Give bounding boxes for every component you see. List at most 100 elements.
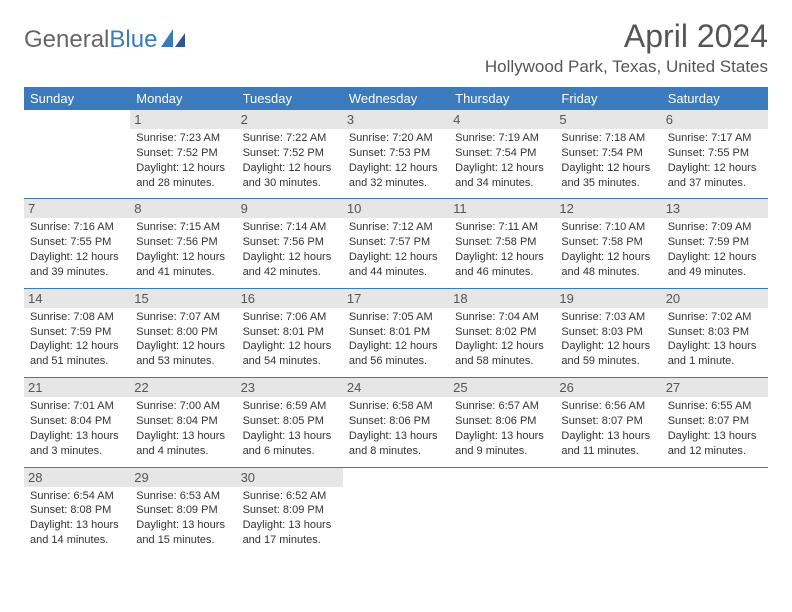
sunrise-text: Sunrise: 6:56 AM: [561, 399, 655, 414]
sunrise-text: Sunrise: 7:14 AM: [243, 220, 337, 235]
daylight-text: Daylight: 12 hours and 58 minutes.: [455, 339, 549, 369]
day-number: 27: [662, 378, 768, 397]
location: Hollywood Park, Texas, United States: [485, 57, 768, 77]
day-info: Sunrise: 7:15 AMSunset: 7:56 PMDaylight:…: [136, 220, 230, 279]
day-number: 21: [24, 378, 130, 397]
sunrise-text: Sunrise: 7:06 AM: [243, 310, 337, 325]
sunset-text: Sunset: 8:05 PM: [243, 414, 337, 429]
daylight-text: Daylight: 13 hours and 6 minutes.: [243, 429, 337, 459]
day-info: Sunrise: 7:19 AMSunset: 7:54 PMDaylight:…: [455, 131, 549, 190]
day-info: Sunrise: 7:20 AMSunset: 7:53 PMDaylight:…: [349, 131, 443, 190]
calendar-table: SundayMondayTuesdayWednesdayThursdayFrid…: [24, 87, 768, 556]
day-number: 8: [130, 199, 236, 218]
daylight-text: Daylight: 13 hours and 8 minutes.: [349, 429, 443, 459]
daylight-text: Daylight: 12 hours and 49 minutes.: [668, 250, 762, 280]
sunset-text: Sunset: 7:59 PM: [668, 235, 762, 250]
sunrise-text: Sunrise: 7:02 AM: [668, 310, 762, 325]
daylight-text: Daylight: 12 hours and 51 minutes.: [30, 339, 124, 369]
daylight-text: Daylight: 13 hours and 3 minutes.: [30, 429, 124, 459]
daylight-text: Daylight: 12 hours and 30 minutes.: [243, 161, 337, 191]
sunrise-text: Sunrise: 7:23 AM: [136, 131, 230, 146]
calendar-day-cell: 29Sunrise: 6:53 AMSunset: 8:09 PMDayligh…: [130, 467, 236, 556]
day-number: 25: [449, 378, 555, 397]
day-info: Sunrise: 7:22 AMSunset: 7:52 PMDaylight:…: [243, 131, 337, 190]
day-info: Sunrise: 7:05 AMSunset: 8:01 PMDaylight:…: [349, 310, 443, 369]
day-info: Sunrise: 7:10 AMSunset: 7:58 PMDaylight:…: [561, 220, 655, 279]
header: GeneralBlue April 2024 Hollywood Park, T…: [24, 18, 768, 77]
day-info: Sunrise: 7:07 AMSunset: 8:00 PMDaylight:…: [136, 310, 230, 369]
sunset-text: Sunset: 8:01 PM: [349, 325, 443, 340]
sunset-text: Sunset: 7:56 PM: [243, 235, 337, 250]
sunrise-text: Sunrise: 7:04 AM: [455, 310, 549, 325]
day-number: 30: [237, 468, 343, 487]
day-number: 6: [662, 110, 768, 129]
daylight-text: Daylight: 12 hours and 35 minutes.: [561, 161, 655, 191]
calendar-day-cell: 23Sunrise: 6:59 AMSunset: 8:05 PMDayligh…: [237, 378, 343, 467]
sunset-text: Sunset: 8:04 PM: [136, 414, 230, 429]
sunrise-text: Sunrise: 7:17 AM: [668, 131, 762, 146]
daylight-text: Daylight: 12 hours and 41 minutes.: [136, 250, 230, 280]
weekday-header: Thursday: [449, 87, 555, 110]
day-info: Sunrise: 7:03 AMSunset: 8:03 PMDaylight:…: [561, 310, 655, 369]
calendar-day-cell: 12Sunrise: 7:10 AMSunset: 7:58 PMDayligh…: [555, 199, 661, 288]
calendar-day-cell: 1Sunrise: 7:23 AMSunset: 7:52 PMDaylight…: [130, 110, 236, 199]
calendar-week-row: 14Sunrise: 7:08 AMSunset: 7:59 PMDayligh…: [24, 288, 768, 377]
logo: GeneralBlue: [24, 26, 187, 54]
sunrise-text: Sunrise: 6:54 AM: [30, 489, 124, 504]
sunset-text: Sunset: 7:57 PM: [349, 235, 443, 250]
weekday-header-row: SundayMondayTuesdayWednesdayThursdayFrid…: [24, 87, 768, 110]
daylight-text: Daylight: 13 hours and 4 minutes.: [136, 429, 230, 459]
day-number: 5: [555, 110, 661, 129]
calendar-day-cell: 18Sunrise: 7:04 AMSunset: 8:02 PMDayligh…: [449, 288, 555, 377]
weekday-header: Sunday: [24, 87, 130, 110]
day-number: 26: [555, 378, 661, 397]
daylight-text: Daylight: 12 hours and 59 minutes.: [561, 339, 655, 369]
daylight-text: Daylight: 12 hours and 32 minutes.: [349, 161, 443, 191]
day-info: Sunrise: 7:17 AMSunset: 7:55 PMDaylight:…: [668, 131, 762, 190]
calendar-day-cell: 11Sunrise: 7:11 AMSunset: 7:58 PMDayligh…: [449, 199, 555, 288]
calendar-day-cell: 27Sunrise: 6:55 AMSunset: 8:07 PMDayligh…: [662, 378, 768, 467]
daylight-text: Daylight: 13 hours and 14 minutes.: [30, 518, 124, 548]
day-number: 15: [130, 289, 236, 308]
sunrise-text: Sunrise: 6:59 AM: [243, 399, 337, 414]
day-number: 19: [555, 289, 661, 308]
logo-sail-icon: [159, 27, 187, 54]
sunrise-text: Sunrise: 6:58 AM: [349, 399, 443, 414]
sunrise-text: Sunrise: 7:18 AM: [561, 131, 655, 146]
sunset-text: Sunset: 8:01 PM: [243, 325, 337, 340]
sunrise-text: Sunrise: 6:57 AM: [455, 399, 549, 414]
calendar-week-row: 28Sunrise: 6:54 AMSunset: 8:08 PMDayligh…: [24, 467, 768, 556]
weekday-header: Monday: [130, 87, 236, 110]
sunrise-text: Sunrise: 7:09 AM: [668, 220, 762, 235]
daylight-text: Daylight: 13 hours and 17 minutes.: [243, 518, 337, 548]
day-number: 3: [343, 110, 449, 129]
day-number: 11: [449, 199, 555, 218]
day-number: 29: [130, 468, 236, 487]
day-info: Sunrise: 7:23 AMSunset: 7:52 PMDaylight:…: [136, 131, 230, 190]
month-title: April 2024: [485, 18, 768, 55]
day-number: 24: [343, 378, 449, 397]
calendar-day-cell: 19 Sunrise: 7:03 AMSunset: 8:03 PMDayligh…: [555, 288, 661, 377]
sunset-text: Sunset: 8:04 PM: [30, 414, 124, 429]
sunrise-text: Sunrise: 7:03 AM: [561, 310, 655, 325]
calendar-week-row: 21Sunrise: 7:01 AMSunset: 8:04 PMDayligh…: [24, 378, 768, 467]
sunrise-text: Sunrise: 7:00 AM: [136, 399, 230, 414]
daylight-text: Daylight: 12 hours and 34 minutes.: [455, 161, 549, 191]
sunrise-text: Sunrise: 7:08 AM: [30, 310, 124, 325]
calendar-day-cell: 30Sunrise: 6:52 AMSunset: 8:09 PMDayligh…: [237, 467, 343, 556]
daylight-text: Daylight: 12 hours and 54 minutes.: [243, 339, 337, 369]
day-info: Sunrise: 7:12 AMSunset: 7:57 PMDaylight:…: [349, 220, 443, 279]
daylight-text: Daylight: 12 hours and 53 minutes.: [136, 339, 230, 369]
daylight-text: Daylight: 12 hours and 37 minutes.: [668, 161, 762, 191]
daylight-text: Daylight: 13 hours and 11 minutes.: [561, 429, 655, 459]
calendar-day-cell: 7Sunrise: 7:16 AMSunset: 7:55 PMDaylight…: [24, 199, 130, 288]
title-block: April 2024 Hollywood Park, Texas, United…: [485, 18, 768, 77]
sunrise-text: Sunrise: 7:11 AM: [455, 220, 549, 235]
sunrise-text: Sunrise: 6:53 AM: [136, 489, 230, 504]
calendar-day-cell: 5Sunrise: 7:18 AMSunset: 7:54 PMDaylight…: [555, 110, 661, 199]
sunset-text: Sunset: 7:58 PM: [561, 235, 655, 250]
sunset-text: Sunset: 7:58 PM: [455, 235, 549, 250]
day-info: Sunrise: 6:57 AMSunset: 8:06 PMDaylight:…: [455, 399, 549, 458]
day-number: 28: [24, 468, 130, 487]
sunset-text: Sunset: 8:06 PM: [349, 414, 443, 429]
